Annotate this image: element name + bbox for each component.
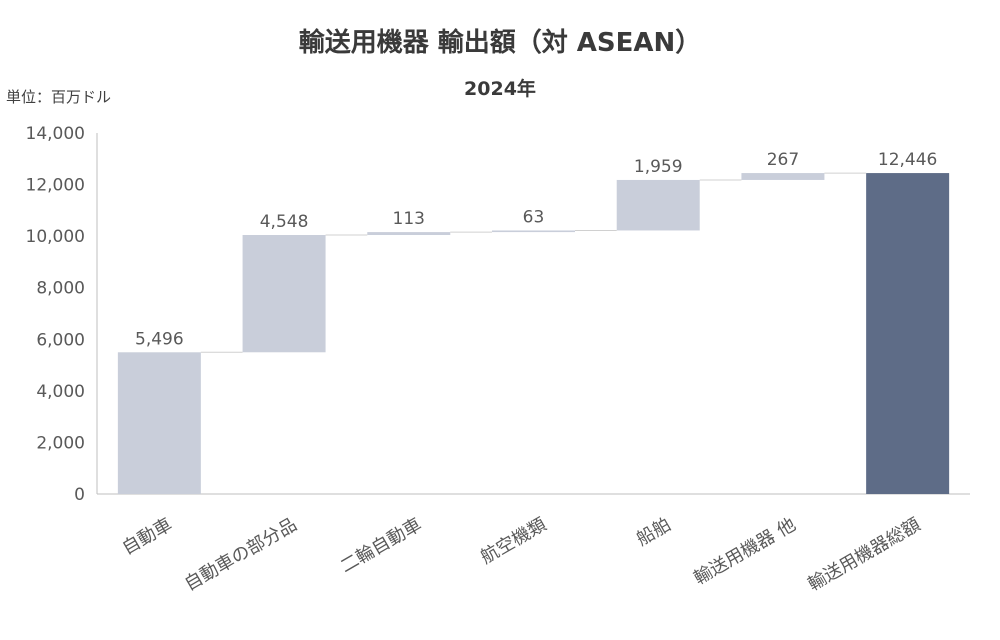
category-label: 二輪自動車 (337, 514, 425, 577)
data-label: 113 (393, 209, 425, 229)
bar-increment (367, 232, 451, 236)
y-tick-label: 0 (74, 485, 85, 505)
category-label: 輸送用機器総額 (805, 514, 925, 595)
data-label: 1,959 (634, 157, 683, 177)
data-label: 267 (767, 150, 799, 170)
category-label: 輸送用機器 他 (690, 514, 799, 589)
category-label: 船舶 (633, 514, 675, 550)
chart-title: 輸送用機器 輸出額（対 ASEAN） (298, 28, 702, 58)
category-label: 自動車の部分品 (181, 514, 301, 595)
y-tick-label: 4,000 (36, 382, 85, 402)
chart-subtitle: 2024年 (464, 78, 536, 100)
bar-total (866, 173, 950, 495)
unit-label: 単位：百万ドル (6, 88, 112, 106)
bar-increment (117, 352, 201, 494)
y-tick-label: 2,000 (36, 433, 85, 453)
y-tick-label: 10,000 (26, 227, 85, 247)
y-tick-label: 6,000 (36, 330, 85, 350)
category-label: 航空機類 (477, 514, 550, 568)
data-label: 12,446 (878, 150, 937, 170)
data-label: 63 (523, 207, 545, 227)
bar-increment (242, 235, 326, 353)
bar-increment (492, 230, 575, 233)
y-tick-label: 8,000 (36, 279, 85, 299)
y-tick-label: 14,000 (26, 124, 85, 144)
data-label: 4,548 (260, 212, 309, 232)
data-label: 5,496 (135, 329, 184, 349)
bar-increment (616, 179, 700, 231)
category-label: 自動車 (119, 514, 176, 559)
bar-increment (741, 173, 825, 180)
y-tick-label: 12,000 (26, 176, 85, 196)
